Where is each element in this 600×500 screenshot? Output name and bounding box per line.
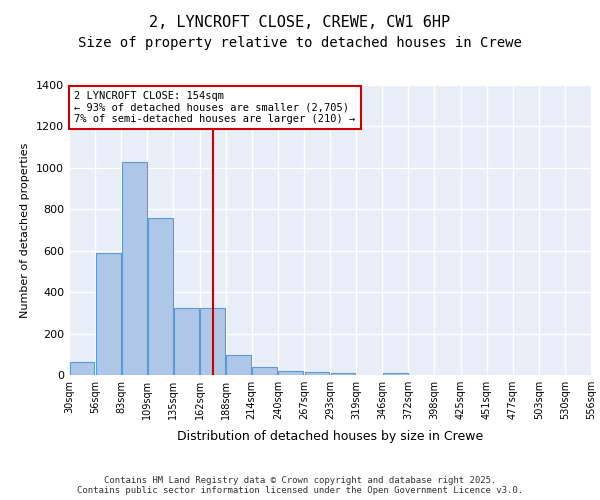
Bar [122, 162, 146, 375]
Bar [70, 362, 94, 375]
Bar [278, 371, 303, 375]
Bar [148, 218, 173, 375]
Bar [200, 308, 225, 375]
Bar [96, 253, 121, 375]
Bar [226, 356, 251, 375]
Text: Size of property relative to detached houses in Crewe: Size of property relative to detached ho… [78, 36, 522, 50]
Bar [331, 373, 355, 375]
Y-axis label: Number of detached properties: Number of detached properties [20, 142, 31, 318]
Bar [305, 372, 329, 375]
X-axis label: Distribution of detached houses by size in Crewe: Distribution of detached houses by size … [177, 430, 483, 444]
Text: Contains HM Land Registry data © Crown copyright and database right 2025.
Contai: Contains HM Land Registry data © Crown c… [77, 476, 523, 495]
Text: 2, LYNCROFT CLOSE, CREWE, CW1 6HP: 2, LYNCROFT CLOSE, CREWE, CW1 6HP [149, 15, 451, 30]
Bar [383, 373, 407, 375]
Bar [174, 308, 199, 375]
Text: 2 LYNCROFT CLOSE: 154sqm
← 93% of detached houses are smaller (2,705)
7% of semi: 2 LYNCROFT CLOSE: 154sqm ← 93% of detach… [74, 91, 355, 124]
Bar [253, 366, 277, 375]
